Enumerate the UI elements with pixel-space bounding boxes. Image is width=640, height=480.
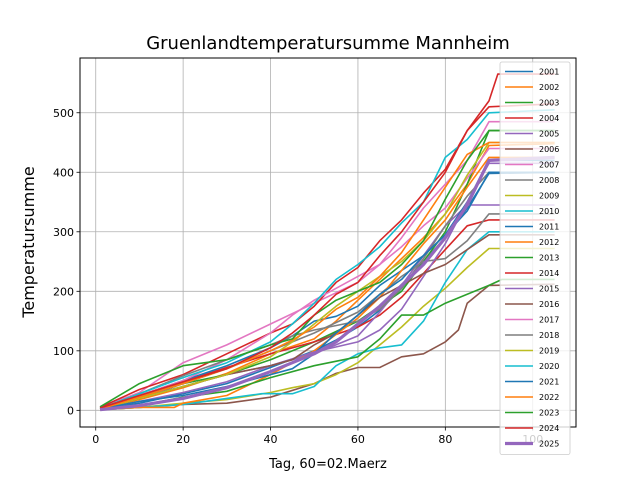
- x-tick-label: 20: [176, 433, 190, 446]
- series-line-2018: [99, 171, 555, 410]
- series-line-2006: [100, 283, 555, 411]
- legend-label: 2020: [539, 362, 559, 371]
- legend-label: 2013: [539, 254, 559, 263]
- legend-label: 2007: [539, 161, 559, 170]
- legend-label: 2019: [539, 347, 559, 356]
- y-axis-ticks: 0 100 200 300 400 500: [53, 107, 80, 417]
- y-tick-label: 500: [53, 107, 74, 120]
- legend-label: 2005: [539, 130, 559, 139]
- legend-label: 2016: [539, 300, 559, 309]
- legend-label: 2025: [539, 440, 559, 449]
- legend-label: 2001: [539, 68, 559, 77]
- legend-label: 2021: [539, 378, 559, 387]
- legend-label: 2024: [539, 424, 559, 433]
- y-tick-label: 300: [53, 226, 74, 239]
- legend-label: 2012: [539, 238, 559, 247]
- series-line-2020: [99, 109, 555, 410]
- y-tick-label: 100: [53, 345, 74, 358]
- series-line-2024: [99, 73, 555, 409]
- x-tick-label: 80: [438, 433, 452, 446]
- legend-label: 2003: [539, 99, 559, 108]
- series-line-2011: [99, 159, 555, 409]
- y-tick-label: 200: [53, 285, 74, 298]
- legend-label: 2023: [539, 409, 559, 418]
- legend-label: 2002: [539, 83, 559, 92]
- legend-label: 2015: [539, 285, 559, 294]
- series-line-2019: [99, 141, 555, 410]
- series-line-2025: [99, 155, 555, 412]
- legend-label: 2006: [539, 145, 559, 154]
- legend-label: 2017: [539, 316, 559, 325]
- y-axis-label: Temperatursumme: [19, 166, 38, 318]
- x-tick-label: 0: [92, 433, 99, 446]
- legend-label: 2014: [539, 269, 559, 278]
- plot-frame: [79, 57, 577, 428]
- legend-label: 2008: [539, 176, 559, 185]
- chart-title: Gruenlandtemperatursumme Mannheim: [146, 33, 510, 54]
- series-line-2023: [99, 129, 555, 408]
- legend-label: 2018: [539, 331, 559, 340]
- series-line-2012: [100, 156, 555, 411]
- legend: 2001 2002 2003 2004 2005 2006 2007 2008 2009 2010…: [499, 61, 571, 455]
- series-line-2022: [99, 141, 555, 410]
- y-tick-label: 400: [53, 166, 74, 179]
- y-tick-label: 0: [67, 404, 74, 417]
- legend-label: 2004: [539, 114, 559, 123]
- legend-label: 2022: [539, 393, 559, 402]
- legend-label: 2010: [539, 207, 559, 216]
- legend-box: [499, 61, 571, 455]
- legend-label: 2009: [539, 192, 559, 201]
- x-tick-label: 60: [351, 433, 365, 446]
- x-axis-label: Tag, 60=02.Maerz: [268, 457, 387, 472]
- x-tick-label: 40: [264, 433, 278, 446]
- legend-label: 2011: [539, 223, 559, 232]
- series-lines: [99, 73, 555, 412]
